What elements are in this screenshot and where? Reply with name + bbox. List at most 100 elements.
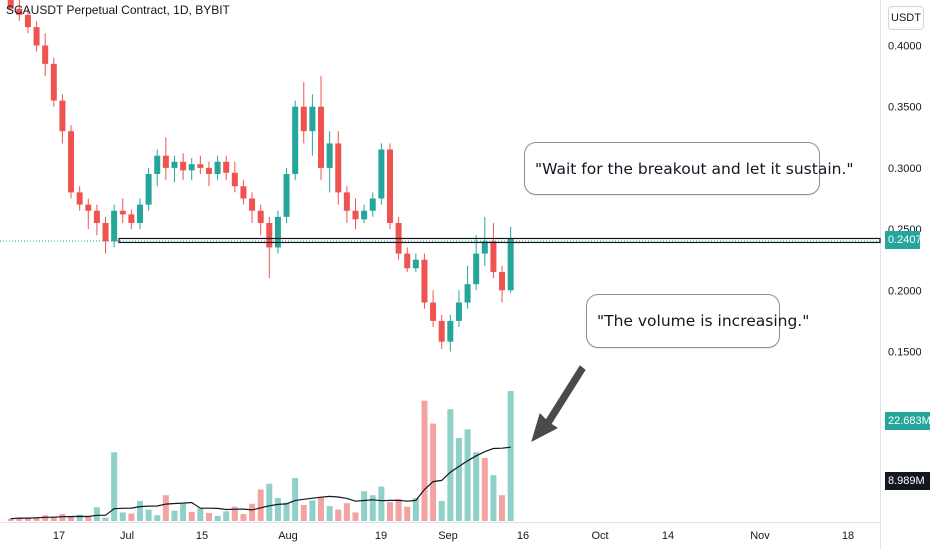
candle-body bbox=[93, 210, 100, 223]
volume-bar bbox=[309, 500, 316, 521]
candle-body bbox=[352, 210, 359, 220]
volume-bar bbox=[369, 495, 376, 521]
candle-body bbox=[447, 320, 454, 342]
volume-bar bbox=[240, 514, 247, 521]
currency-selector[interactable]: USDT bbox=[888, 6, 924, 30]
candle-body bbox=[369, 198, 376, 211]
price-tick-label: 0.1500 bbox=[888, 347, 922, 359]
price-tick-label: 0.3000 bbox=[888, 163, 922, 175]
volume-bar bbox=[274, 498, 281, 521]
candle-body bbox=[274, 216, 281, 248]
candle-body bbox=[318, 106, 325, 168]
price-tick-label: 0.4000 bbox=[888, 41, 922, 53]
candle-body bbox=[42, 45, 49, 64]
candle-body bbox=[249, 198, 256, 211]
volume-bar bbox=[481, 457, 488, 521]
candle-body bbox=[343, 192, 350, 211]
candle-body bbox=[455, 302, 462, 321]
breakout-level-line bbox=[118, 237, 881, 244]
volume-bar bbox=[68, 515, 75, 521]
candle-body bbox=[473, 253, 480, 285]
volume-bar bbox=[162, 495, 169, 521]
time-tick-label: Aug bbox=[278, 530, 298, 542]
volume-bar bbox=[464, 429, 471, 521]
volume-ma-line bbox=[10, 446, 511, 520]
volume-bar bbox=[197, 508, 204, 521]
candle-body bbox=[386, 149, 393, 223]
note-volume: "The volume is increasing." bbox=[586, 294, 809, 348]
volume-bar bbox=[378, 486, 385, 521]
candle-body bbox=[421, 259, 428, 303]
volume-bar bbox=[386, 502, 393, 521]
candle-body bbox=[128, 214, 135, 223]
candle-body bbox=[430, 302, 437, 321]
candle-body bbox=[335, 143, 342, 193]
candle-body bbox=[507, 238, 514, 291]
volume-bar bbox=[145, 509, 152, 521]
volume-bar bbox=[188, 511, 195, 521]
chart-title: SCAUSDT Perpetual Contract, 1D, BYBIT bbox=[6, 3, 230, 17]
volume-bar bbox=[300, 504, 307, 521]
volume-bar bbox=[499, 495, 506, 521]
time-tick-label: Nov bbox=[750, 530, 770, 542]
candle-body bbox=[102, 222, 109, 242]
candle-body bbox=[59, 100, 66, 132]
candle-body bbox=[154, 155, 161, 175]
candle-body bbox=[438, 320, 445, 342]
volume-bar bbox=[318, 496, 325, 521]
volume-bar bbox=[430, 423, 437, 521]
time-tick-label: 19 bbox=[375, 530, 387, 542]
volume-bar bbox=[352, 512, 359, 521]
volume-ma-tag: 8.989M bbox=[885, 472, 930, 490]
volume-bar bbox=[137, 500, 143, 521]
volume-bar bbox=[24, 518, 31, 521]
volume-bar bbox=[343, 503, 350, 521]
volume-bar bbox=[128, 513, 135, 521]
volume-bar bbox=[111, 452, 118, 521]
volume-bar bbox=[102, 517, 109, 521]
candle-body bbox=[145, 174, 152, 205]
volume-arrow bbox=[531, 365, 586, 442]
candle-body bbox=[490, 241, 497, 272]
candle-body bbox=[180, 161, 187, 171]
candle-body bbox=[231, 172, 238, 187]
price-tick-label: 0.3500 bbox=[888, 102, 922, 114]
time-tick-label: Sep bbox=[438, 530, 458, 542]
volume-bar bbox=[119, 512, 126, 521]
candle-body bbox=[300, 106, 307, 132]
candle-body bbox=[214, 161, 221, 175]
volume-bar bbox=[455, 437, 462, 521]
time-tick-label: Jul bbox=[120, 530, 134, 542]
time-tick-label: 16 bbox=[517, 530, 529, 542]
candle-body bbox=[404, 253, 411, 269]
candle-body bbox=[197, 164, 204, 168]
candle-body bbox=[16, 8, 23, 15]
candle-body bbox=[412, 259, 419, 269]
volume-bar bbox=[171, 510, 178, 521]
candle-body bbox=[85, 204, 92, 211]
volume-bar bbox=[473, 452, 480, 521]
volume-bar bbox=[292, 478, 299, 521]
volume-bar bbox=[180, 503, 187, 521]
time-tick-label: 18 bbox=[842, 530, 854, 542]
volume-bar bbox=[507, 391, 514, 521]
candle-body bbox=[33, 27, 40, 46]
volume-bar bbox=[335, 509, 342, 521]
volume-value-tag: 22.683M bbox=[885, 412, 931, 430]
volume-bar bbox=[438, 500, 445, 521]
candle-body bbox=[464, 284, 471, 303]
volume-bar bbox=[421, 400, 428, 521]
candle-body bbox=[137, 204, 143, 223]
volume-bar bbox=[361, 491, 368, 521]
volume-bar bbox=[42, 515, 49, 521]
candle-body bbox=[162, 155, 169, 168]
candle-body bbox=[499, 271, 506, 291]
volume-bar bbox=[404, 506, 411, 521]
volume-bar bbox=[85, 516, 92, 521]
volume-bar bbox=[257, 489, 264, 521]
volume-bar bbox=[283, 502, 290, 521]
candle-body bbox=[240, 186, 247, 199]
volume-bar bbox=[326, 506, 333, 521]
candle-body bbox=[76, 192, 83, 205]
